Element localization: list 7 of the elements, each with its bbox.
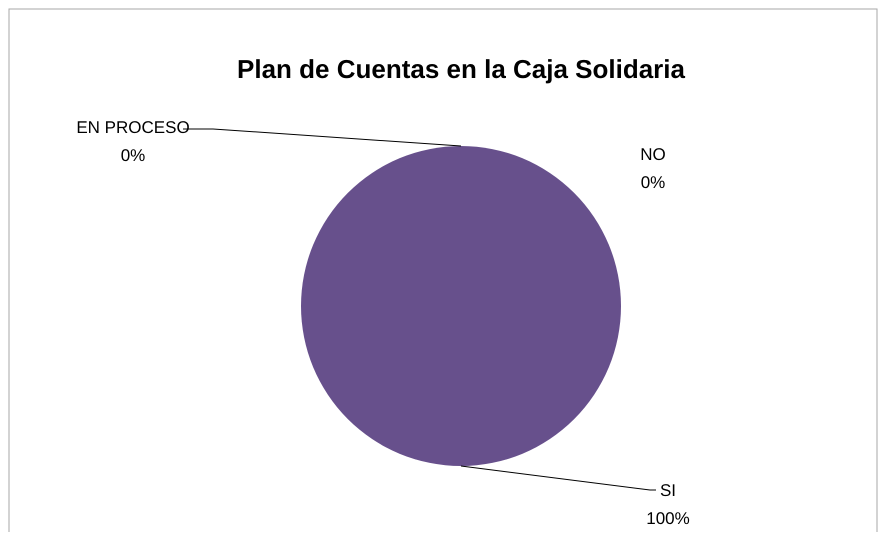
category-label: EN PROCESO — [76, 118, 190, 137]
data-label: 100% — [646, 509, 690, 528]
text: 0% — [640, 173, 666, 192]
category-label: NO — [640, 145, 666, 164]
chart-title: Plan de Cuentas en la Caja Solidaria — [237, 54, 686, 84]
slice-label: SI — [660, 481, 676, 500]
text: 0% — [120, 146, 146, 165]
